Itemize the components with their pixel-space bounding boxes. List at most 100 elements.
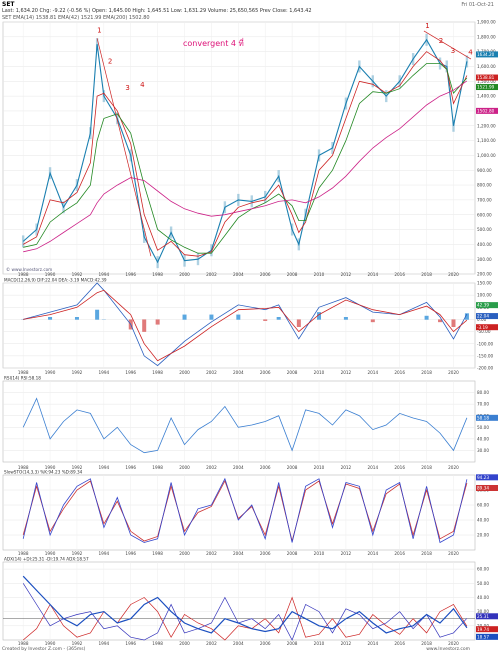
x-tick-label: 1994: [99, 272, 110, 277]
x-tick-label: 1992: [72, 370, 83, 375]
wave-label: 2: [108, 58, 112, 66]
x-tick-label: 2012: [341, 551, 352, 556]
y-tick-label: 1,000.00: [477, 153, 496, 158]
macd-histogram-bar: [276, 317, 281, 320]
macd-histogram-bar: [451, 319, 456, 328]
indicator-legend: SET EMA(14) 1538.81 EMA(42) 1521.99 EMA(…: [2, 15, 150, 21]
x-tick-label: 2020: [448, 272, 459, 277]
x-tick-label: 2008: [287, 551, 298, 556]
y-tick-label: 600.00: [477, 212, 492, 217]
x-tick-label: 2020: [448, 370, 459, 375]
y-tick-label: -50.00: [477, 329, 491, 334]
y-tick-label: 60.00: [477, 503, 489, 508]
panel-frame-macd: [2, 282, 476, 369]
y-tick-label: 70.00: [477, 402, 489, 407]
x-tick-label: 2002: [206, 272, 217, 277]
x-tick-label: 2020: [448, 551, 459, 556]
quote-line: Last: 1,634.20 Chg: -9.22 (-0.56 %) Open…: [2, 8, 312, 14]
x-tick-label: 2012: [341, 272, 352, 277]
annotation-text: convergent 4 ที่: [183, 37, 244, 48]
y-tick-label: 40.00: [477, 595, 489, 600]
x-tick-label: 1996: [125, 641, 136, 646]
stoch-k-value-tag-bg: [476, 474, 498, 481]
x-tick-label: 2018: [421, 551, 432, 556]
x-tick-label: 2018: [421, 465, 432, 470]
x-tick-label: 2010: [314, 641, 325, 646]
x-tick-label: 2002: [206, 641, 217, 646]
y-tick-label: 900.00: [477, 168, 492, 173]
macd-histogram-bar: [142, 319, 147, 332]
macd-value-tag-bg: [476, 324, 498, 331]
x-tick-label: 2010: [314, 272, 325, 277]
macd-histogram-bar: [317, 312, 322, 320]
ema42-line: [23, 63, 468, 254]
price-candle: [21, 235, 25, 248]
x-tick-label: 1988: [18, 641, 29, 646]
x-tick-label: 1988: [18, 551, 29, 556]
x-tick-label: 2002: [206, 370, 217, 375]
y-tick-label: 50.00: [477, 581, 489, 586]
x-tick-label: 1988: [18, 370, 29, 375]
panel-label-rsi: RSI(14) RSI:58.18: [4, 376, 41, 381]
x-tick-label: 1990: [45, 551, 56, 556]
x-tick-label: 2016: [394, 641, 405, 646]
x-tick-label: 2020: [448, 465, 459, 470]
y-tick-label: 30.00: [477, 609, 489, 614]
price-value-tag-bg: [476, 74, 498, 81]
x-tick-label: 2014: [367, 551, 378, 556]
macd-histogram-bar: [74, 317, 79, 320]
x-tick-label: 2000: [179, 465, 190, 470]
date-label: Fri 01-Oct-21: [461, 2, 494, 8]
macd-histogram-bar: [464, 313, 469, 320]
x-tick-label: 2002: [206, 465, 217, 470]
y-tick-label: 80.00: [477, 390, 489, 395]
x-tick-label: 1992: [72, 551, 83, 556]
x-tick-label: 2004: [233, 370, 244, 375]
footer-left: Created by Investor Z.com - (365ms): [2, 647, 86, 652]
y-tick-label: 1,600.00: [477, 64, 496, 69]
x-tick-label: 2006: [260, 370, 271, 375]
x-tick-label: 2004: [233, 465, 244, 470]
x-tick-label: 2006: [260, 551, 271, 556]
x-tick-label: 1990: [45, 641, 56, 646]
watermark: © www.Investorz.com: [6, 267, 52, 272]
wave-label: 3: [125, 84, 129, 92]
x-tick-label: 2016: [394, 370, 405, 375]
stoch-d-value-tag-bg: [476, 484, 498, 491]
x-tick-label: 1996: [125, 272, 136, 277]
macd-dif-line: [23, 282, 468, 367]
x-tick-label: 2008: [287, 370, 298, 375]
x-tick-label: 2010: [314, 551, 325, 556]
x-tick-label: 2000: [179, 641, 190, 646]
adx-value-tag-bg: [476, 633, 498, 640]
y-tick-label: 200.00: [477, 272, 492, 277]
x-tick-label: 2018: [421, 272, 432, 277]
x-tick-label: 1990: [45, 370, 56, 375]
macd-value-tag: -3.19: [477, 325, 488, 330]
macd-histogram-bar: [236, 314, 241, 320]
x-tick-label: 2008: [287, 465, 298, 470]
adx-value-tag: 25.31: [477, 614, 489, 619]
wave-label: 4: [140, 81, 145, 89]
x-tick-label: 2004: [233, 272, 244, 277]
price-value-tag-bg: [476, 84, 498, 91]
ema14-line: [23, 51, 468, 257]
price-value-tag-bg: [476, 107, 498, 114]
adx-value-tag: 18.57: [477, 634, 489, 639]
x-tick-label: 1992: [72, 465, 83, 470]
y-tick-label: 1,100.00: [477, 138, 496, 143]
x-tick-label: 2004: [233, 641, 244, 646]
x-tick-label: 1998: [152, 551, 163, 556]
trendline-2018: [423, 30, 472, 60]
macd-histogram-bar: [296, 319, 301, 328]
macd-histogram-bar: [48, 317, 53, 320]
y-tick-label: 1,500.00: [477, 79, 496, 84]
adx-plus-di-line: [22, 583, 468, 641]
price-value-tag: 1521.99: [477, 85, 495, 90]
y-tick-label: 300.00: [477, 257, 492, 262]
panel-frame-price: [2, 21, 476, 275]
x-tick-label: 2006: [260, 641, 271, 646]
macd-dea-line: [23, 289, 468, 362]
